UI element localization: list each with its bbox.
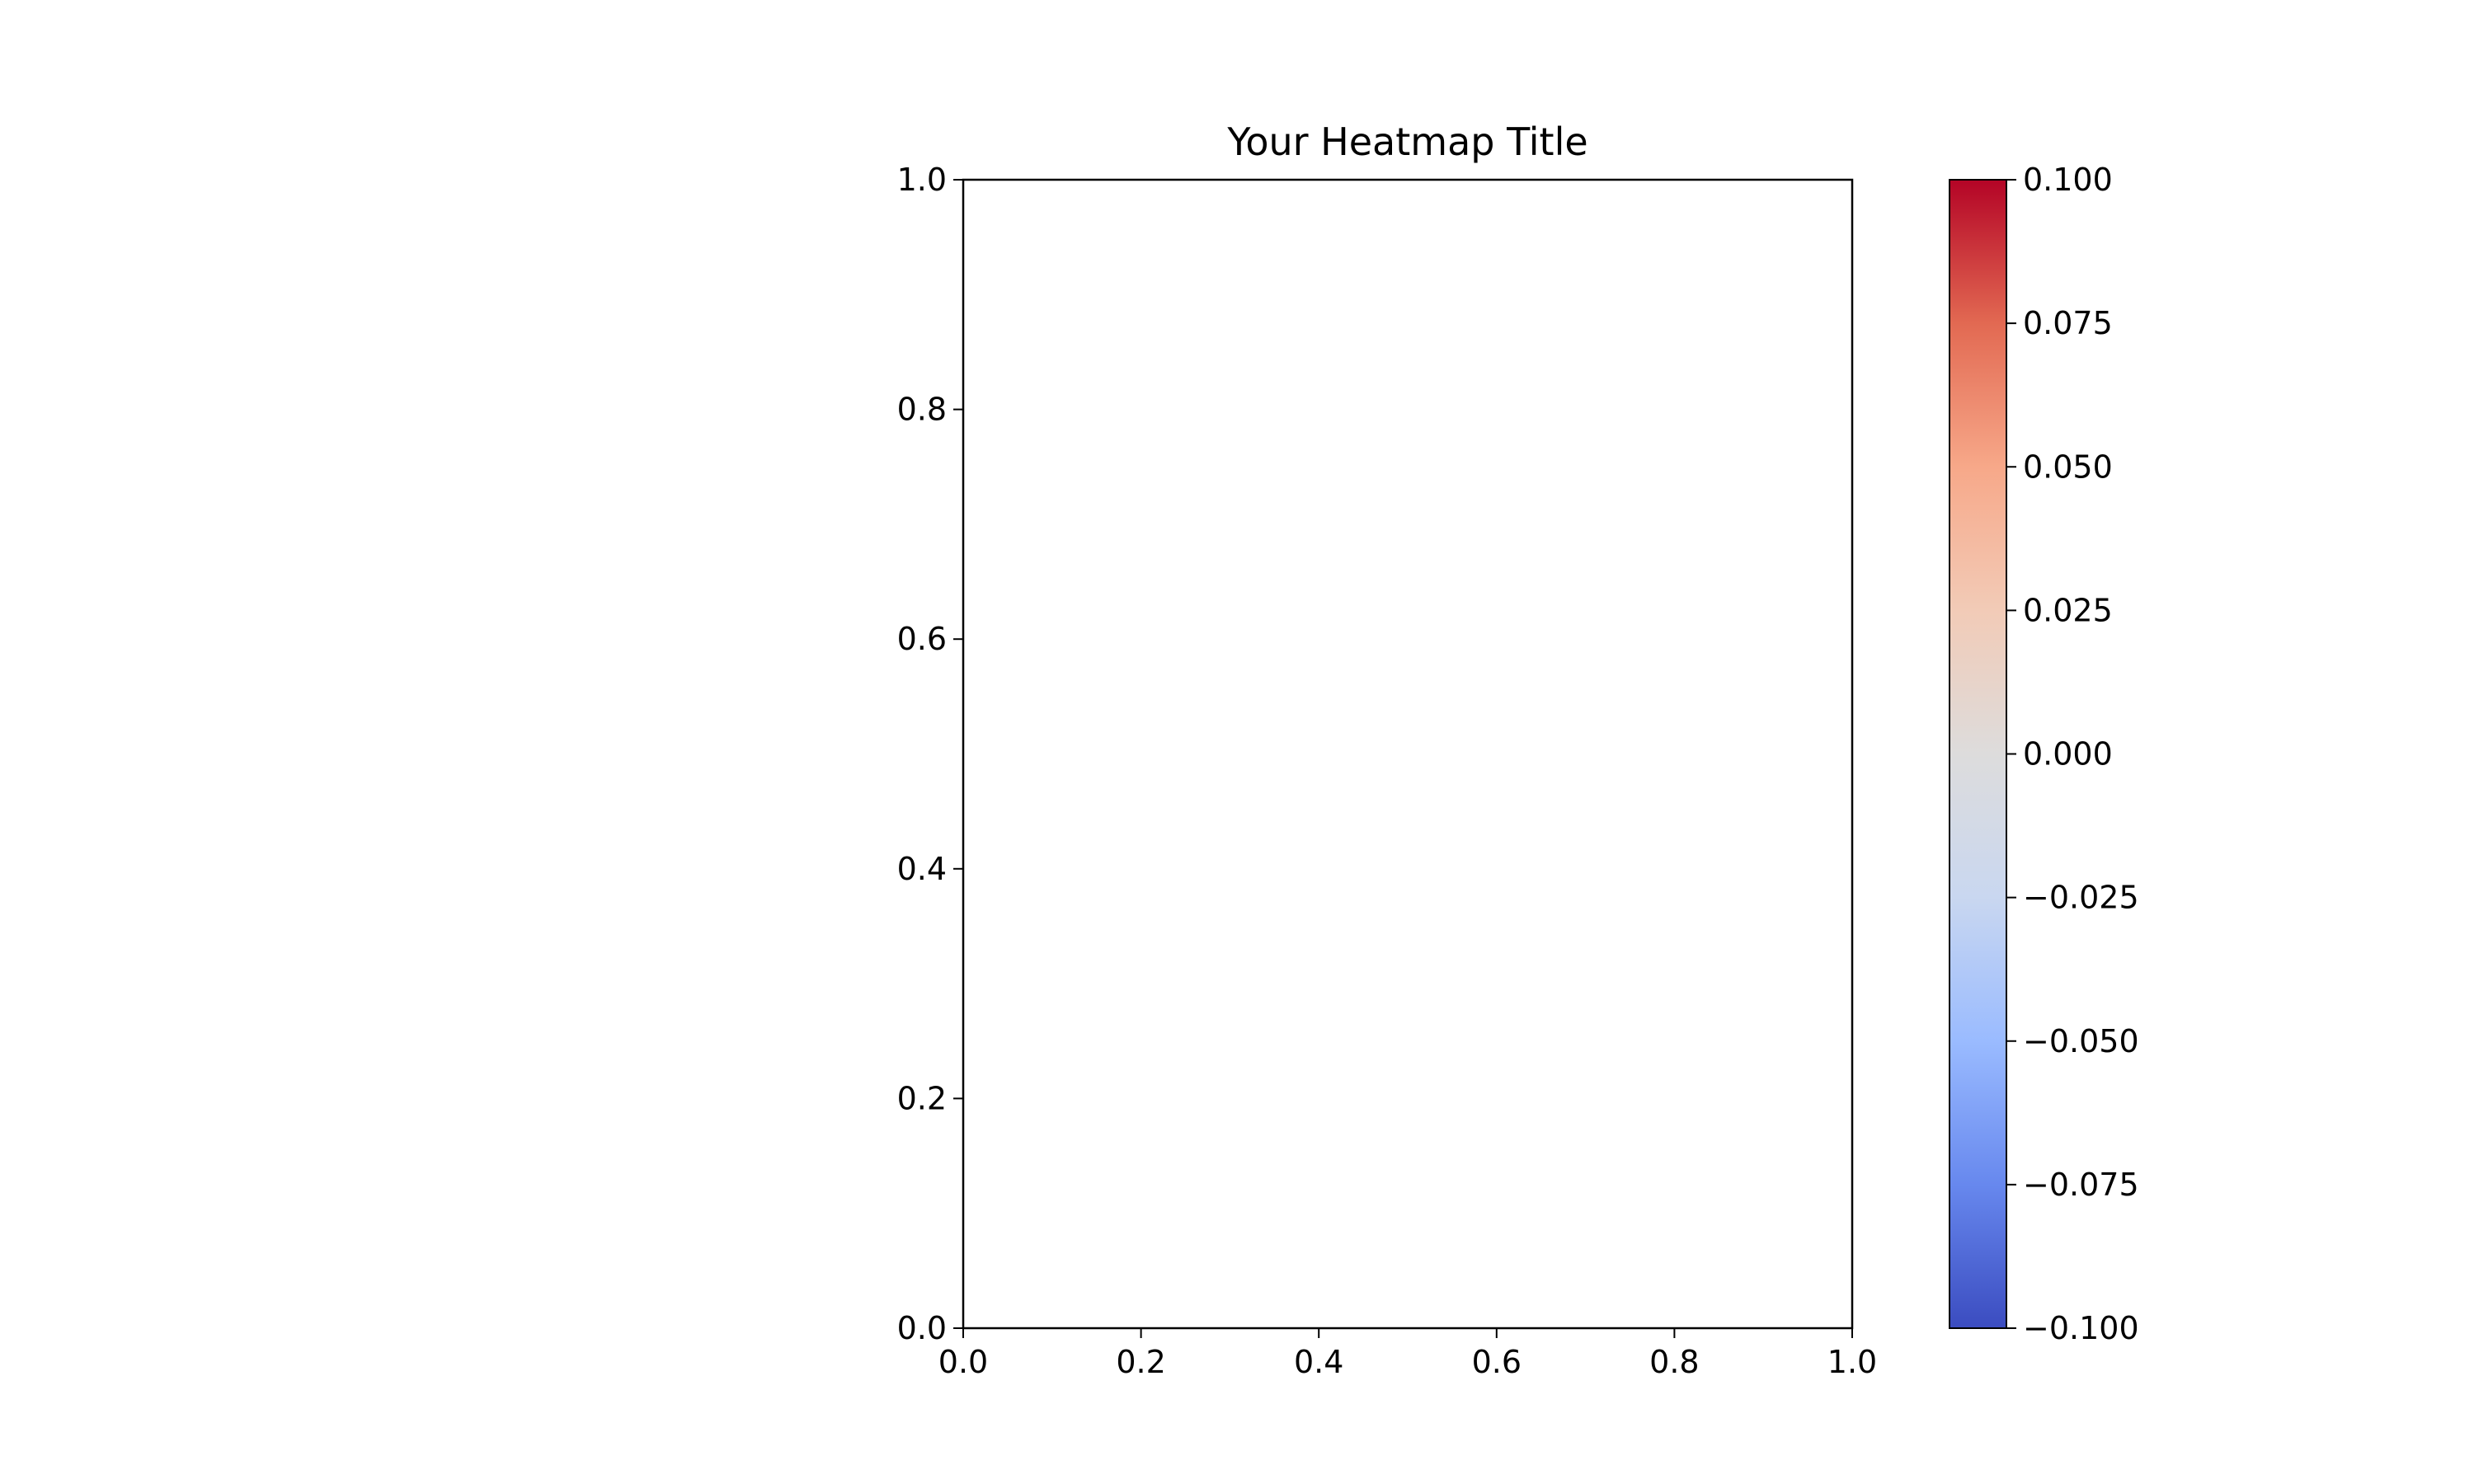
y-tick-label: 0.4 [897,851,947,887]
colorbar-tick-label: 0.100 [2023,162,2113,198]
colorbar-tick-label: −0.025 [2023,880,2139,916]
y-tick-label: 0.2 [897,1080,947,1116]
colorbar [1949,179,2007,1329]
y-axis: 0.0 0.2 0.4 0.6 0.8 1.0 [897,162,963,1346]
chart-title: Your Heatmap Title [1226,120,1587,164]
y-tick-label: 1.0 [897,162,947,198]
colorbar-axis: 0.100 0.075 0.050 0.025 0.000 −0.025 −0.050 −0.… [2006,162,2139,1346]
colorbar-tick-label: −0.100 [2023,1310,2139,1346]
colorbar-tick-label: 0.000 [2023,736,2113,773]
y-tick-label: 0.6 [897,621,947,657]
x-tick-label: 0.0 [938,1344,988,1380]
x-tick-label: 0.2 [1116,1344,1165,1380]
colorbar-tick-label: 0.075 [2023,305,2113,341]
x-tick-label: 0.6 [1472,1344,1522,1380]
y-tick-label: 0.0 [897,1310,947,1346]
colorbar-tick-label: 0.025 [2023,592,2113,628]
colorbar-tick-label: 0.050 [2023,448,2113,485]
x-tick-label: 1.0 [1827,1344,1877,1380]
colorbar-tick-label: −0.075 [2023,1167,2139,1203]
x-tick-label: 0.8 [1649,1344,1699,1380]
colorbar-tick-label: −0.050 [2023,1023,2139,1059]
plot-area [962,178,1854,1330]
x-tick-label: 0.4 [1294,1344,1343,1380]
y-tick-label: 0.8 [897,392,947,428]
x-axis: 0.0 0.2 0.4 0.6 0.8 1.0 [938,1328,1877,1380]
